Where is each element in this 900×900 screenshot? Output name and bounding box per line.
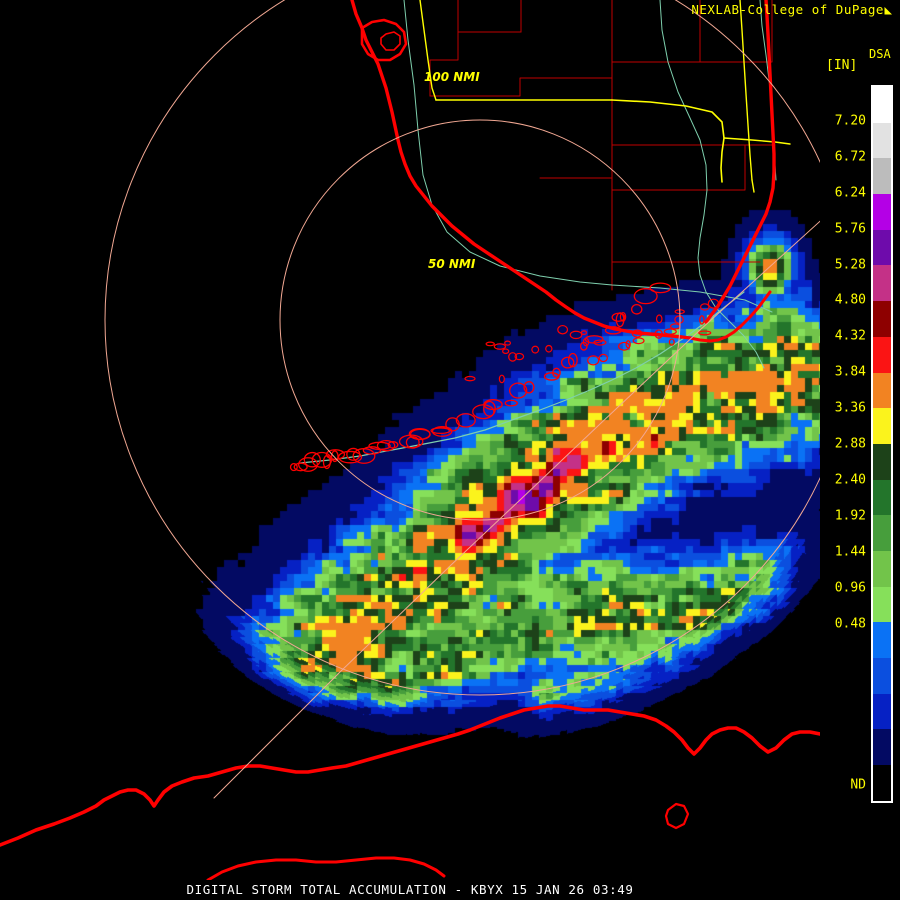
radar-image-panel[interactable]: [0, 0, 820, 880]
legend-band-5: [873, 265, 891, 302]
legend-tick-0-96: 0.96: [834, 580, 866, 596]
legend-band-2: [873, 158, 891, 195]
legend-band-15: [873, 622, 891, 658]
legend-tick-5-28: 5.28: [834, 257, 866, 272]
legend-band-6: [873, 301, 891, 337]
legend-band-8: [873, 372, 891, 409]
legend-band-9: [873, 408, 891, 444]
legend-tick-6-72: 6.72: [834, 149, 866, 165]
legend-tick-7-20: 7.20: [834, 113, 866, 129]
product-footer-label: DIGITAL STORM TOTAL ACCUMULATION - KBYX …: [186, 882, 634, 897]
legend-color-bar[interactable]: [871, 85, 893, 803]
legend-tick-2-40: 2.40: [834, 472, 866, 488]
range-ring-label-100nmi: 100 NMI: [424, 70, 480, 84]
legend-band-7: [873, 336, 891, 373]
legend-tick-0-48: 0.48: [834, 616, 866, 631]
legend-tick-1-92: 1.92: [834, 508, 866, 524]
legend-tick-4-32: 4.32: [834, 328, 866, 344]
legend-band-3: [873, 194, 891, 230]
legend-tick-3-84: 3.84: [834, 364, 866, 380]
legend-tick-6-24: 6.24: [834, 185, 866, 201]
legend-tick-4-80: 4.80: [834, 292, 866, 308]
legend-band-12: [873, 515, 891, 551]
legend-band-18: [873, 729, 891, 766]
brand-mark-icon: ◢: [883, 2, 892, 17]
legend-band-16: [873, 658, 891, 694]
color-scale-legend: DSA [IN] 7.20 6.72 6.24 5.76 5.28 4.80 4.32 3.8…: [820, 0, 900, 900]
legend-tick-1-44: 1.44: [834, 544, 866, 560]
legend-band-0: [873, 87, 891, 123]
legend-tick-labels: 7.20 6.72 6.24 5.76 5.28 4.80 4.32 3.84 3.36 2.88…: [820, 85, 870, 803]
legend-band-13: [873, 550, 891, 587]
legend-parameter-label: DSA: [869, 47, 891, 61]
brand-label: NEXLAB-College of DuPage◢: [691, 2, 892, 17]
radar-echo-layer: [0, 0, 820, 880]
legend-tick-ND: ND: [850, 777, 866, 793]
legend-band-10: [873, 443, 891, 480]
legend-band-11: [873, 479, 891, 516]
legend-band-17: [873, 693, 891, 730]
legend-tick-5-76: 5.76: [834, 221, 866, 237]
legend-band-14: [873, 586, 891, 623]
legend-band-1: [873, 122, 891, 159]
range-ring-label-50nmi: 50 NMI: [428, 257, 476, 271]
legend-band-4: [873, 229, 891, 266]
legend-band-19: [873, 765, 891, 801]
legend-tick-3-36: 3.36: [834, 400, 866, 416]
legend-tick-2-88: 2.88: [834, 436, 866, 452]
brand-text: NEXLAB-College of DuPage: [691, 2, 884, 17]
legend-unit-label: [IN]: [826, 58, 858, 73]
